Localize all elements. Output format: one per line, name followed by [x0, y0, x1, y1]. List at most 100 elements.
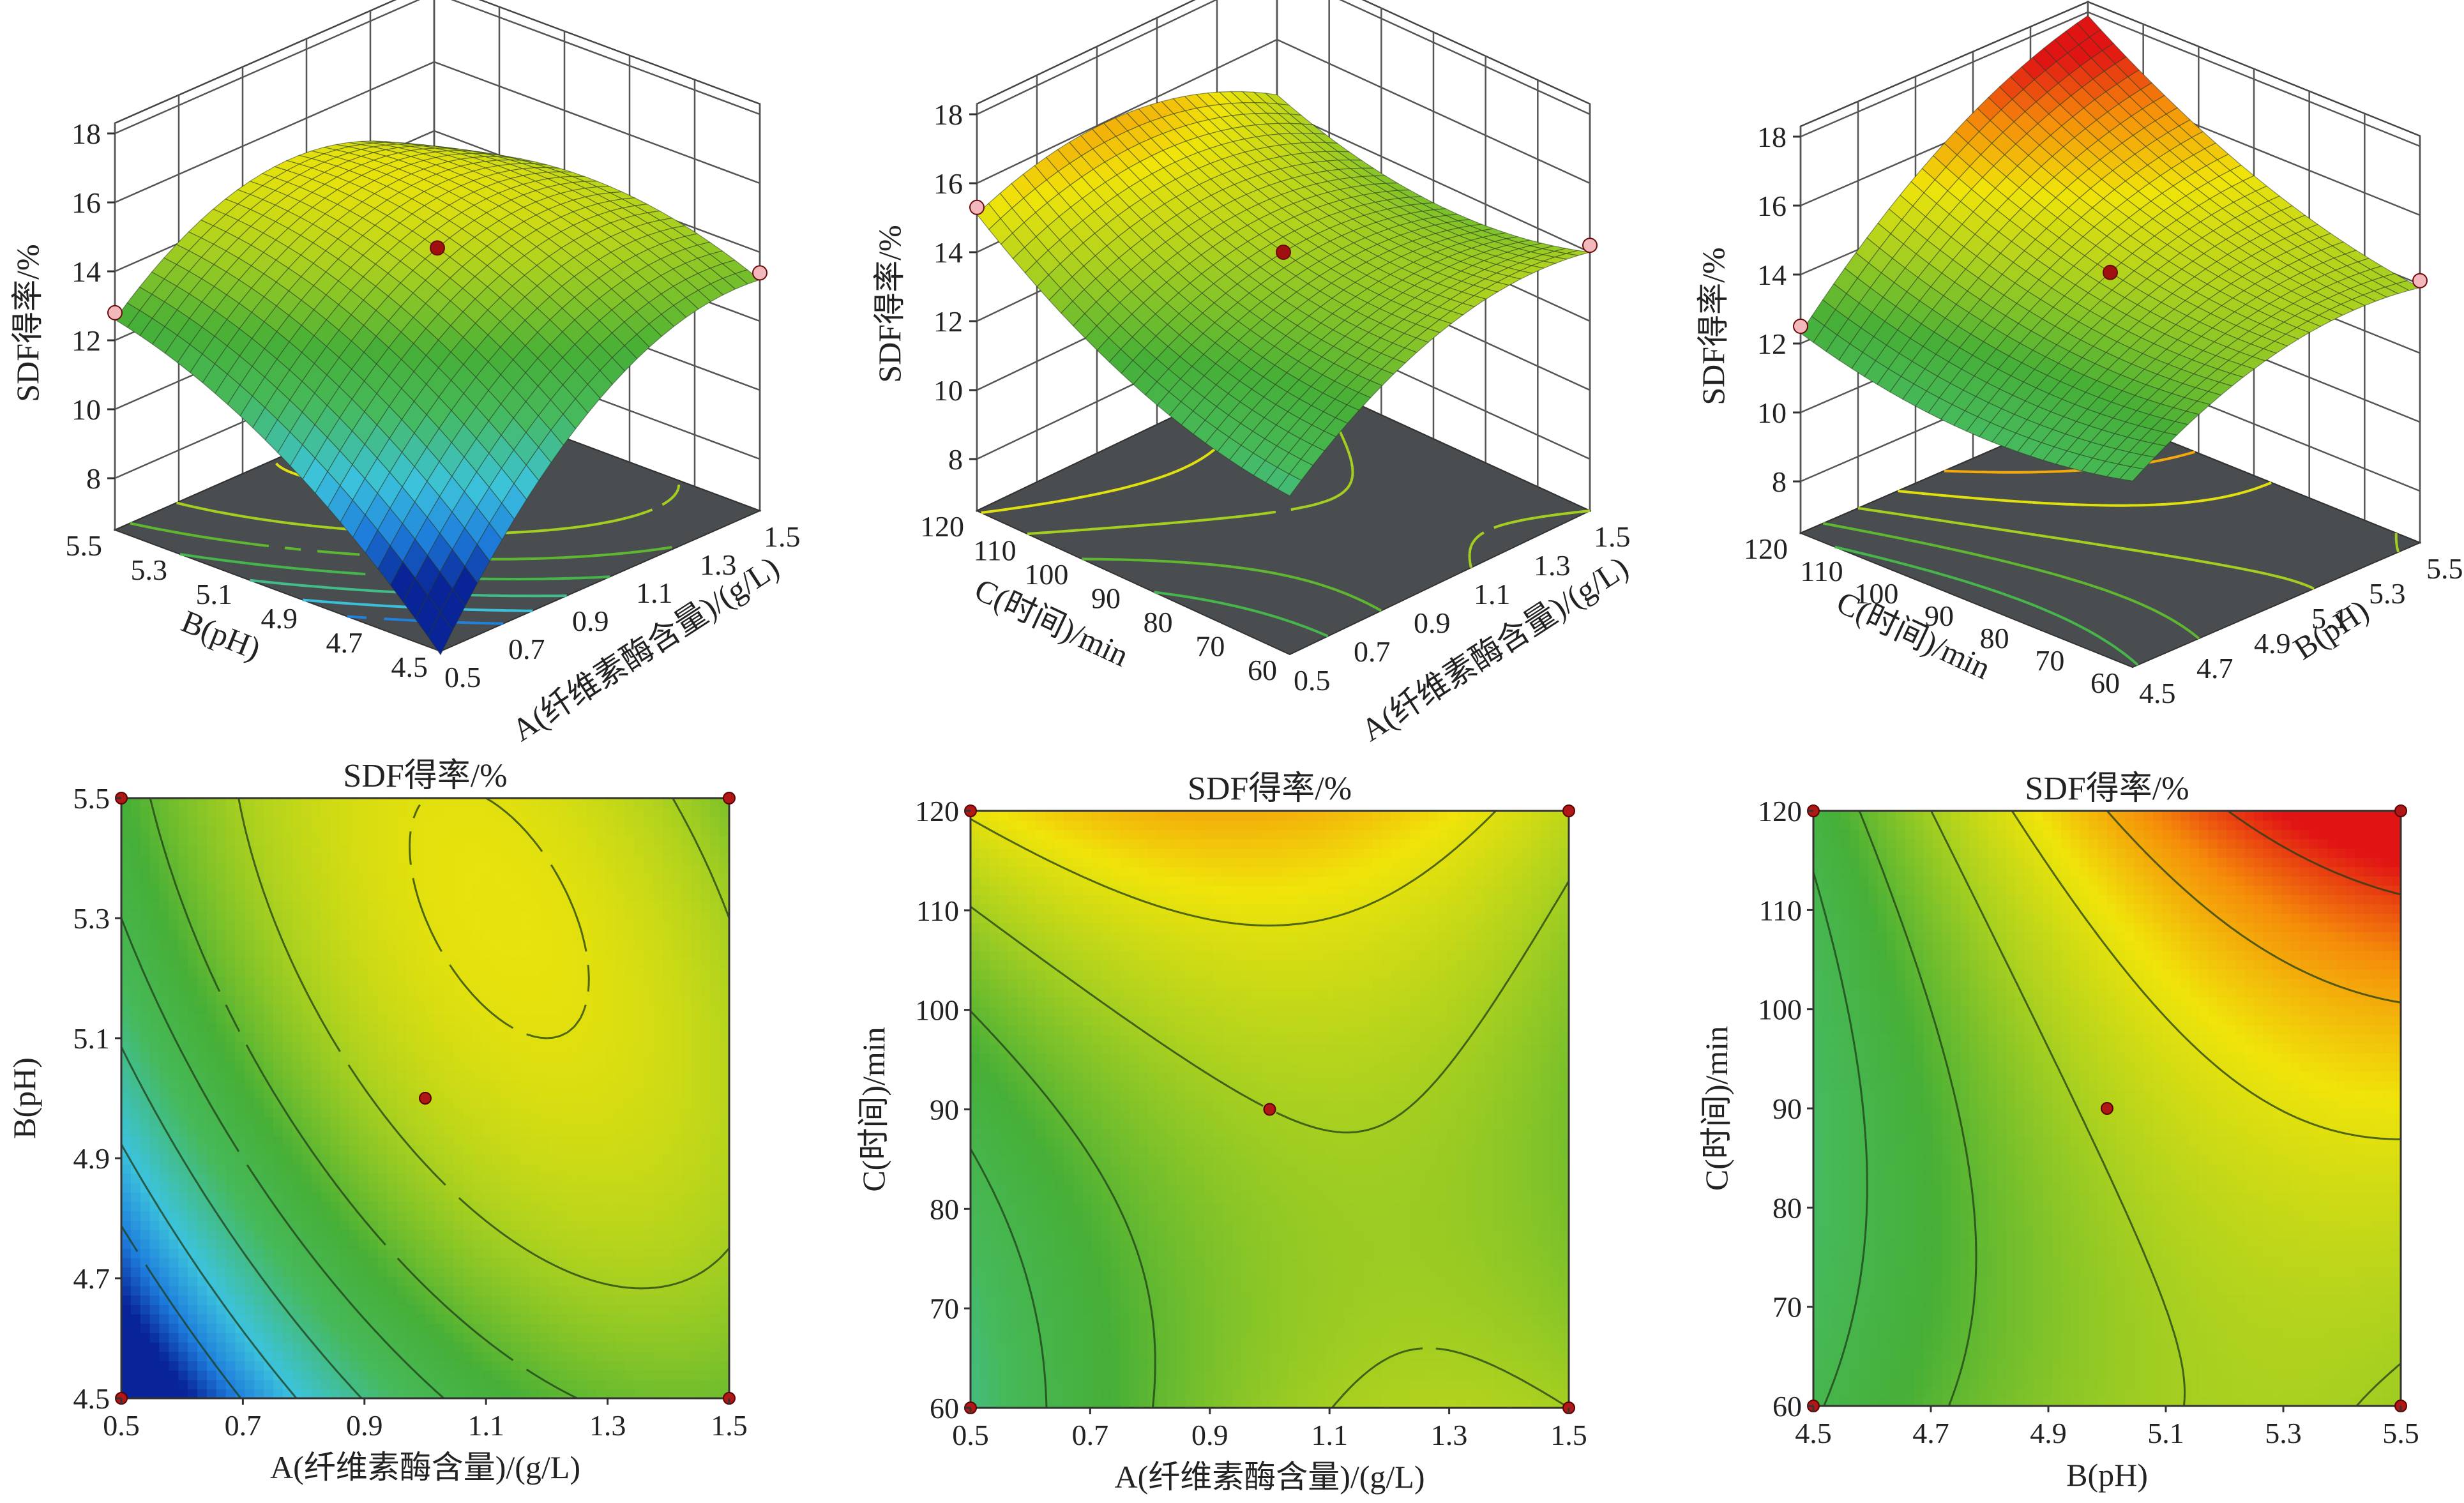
heatmap-cell: [216, 1004, 227, 1015]
heatmap-cell: [492, 1333, 502, 1343]
heatmap-cell: [254, 901, 264, 912]
heatmap-cell: [998, 1249, 1009, 1260]
heatmap-cell: [510, 1341, 521, 1352]
heatmap-cell: [301, 807, 312, 818]
heatmap-cell: [225, 1361, 236, 1371]
heatmap-cell: [292, 1154, 303, 1165]
heatmap-cell: [368, 1023, 379, 1033]
heatmap-cell: [416, 929, 426, 940]
heatmap-cell: [282, 995, 293, 1005]
heatmap-cell: [159, 1032, 170, 1043]
heatmap-cell: [197, 873, 208, 883]
heatmap-cell: [989, 1062, 999, 1073]
heatmap-cell: [653, 835, 663, 846]
heatmap-cell: [387, 1295, 398, 1305]
heatmap-cell: [492, 1304, 502, 1315]
heatmap-cell: [510, 1379, 521, 1390]
heatmap-cell: [321, 1041, 331, 1052]
heatmap-cell: [605, 1004, 616, 1015]
heatmap-cell: [245, 1032, 255, 1043]
heatmap-cell: [710, 1032, 720, 1043]
heatmap-cell: [615, 976, 626, 986]
heatmap-cell: [434, 929, 445, 940]
heatmap-cell: [1017, 1380, 1027, 1390]
heatmap-cell: [1064, 1034, 1074, 1045]
heatmap-cell: [282, 1163, 293, 1174]
heatmap-cell: [1073, 885, 1084, 896]
heatmap-cell: [472, 1257, 483, 1268]
heatmap-cell: [463, 948, 474, 958]
heatmap-cell: [472, 798, 483, 808]
heatmap-cell: [264, 1004, 274, 1015]
heatmap-cell: [330, 1061, 340, 1071]
heatmap-cell: [568, 1089, 578, 1099]
heatmap-cell: [130, 1201, 141, 1212]
heatmap-cell: [1008, 848, 1018, 858]
heatmap-cell: [1017, 988, 1027, 998]
heatmap-cell: [349, 1239, 359, 1249]
heatmap-cell: [397, 1041, 407, 1052]
heatmap-cell: [368, 976, 379, 986]
heatmap-cell: [672, 1220, 683, 1230]
heatmap-cell: [1082, 838, 1093, 849]
heatmap-cell: [1017, 895, 1027, 905]
heatmap-cell: [1017, 923, 1027, 933]
heatmap-cell: [720, 1295, 730, 1305]
heatmap-cell: [520, 957, 531, 968]
heatmap-cell: [700, 1154, 711, 1165]
heatmap-cell: [971, 1230, 981, 1241]
heatmap-cell: [596, 1163, 607, 1174]
heatmap-cell: [273, 891, 283, 902]
heatmap-cell: [206, 1333, 217, 1343]
heatmap-cell: [434, 1079, 445, 1090]
heatmap-cell: [140, 1041, 151, 1052]
heatmap-cell: [178, 1182, 188, 1193]
heatmap-cell: [1082, 1174, 1093, 1185]
heatmap-cell: [1054, 1398, 1065, 1409]
heatmap-cell: [1008, 1249, 1018, 1260]
heatmap-cell: [596, 882, 607, 893]
heatmap-cell: [245, 1267, 255, 1277]
x-tick-label: 0.7: [225, 1409, 262, 1442]
heatmap-cell: [691, 995, 702, 1005]
heatmap-cell: [425, 1341, 435, 1352]
heatmap-cell: [140, 863, 151, 874]
heatmap-cell: [149, 835, 160, 846]
heatmap-cell: [720, 1229, 730, 1240]
heatmap-cell: [1073, 811, 1084, 821]
heatmap-cell: [681, 1257, 692, 1268]
heatmap-cell: [264, 1107, 274, 1118]
heatmap-cell: [159, 1173, 170, 1183]
heatmap-cell: [539, 1145, 550, 1155]
heatmap-cell: [681, 1126, 692, 1137]
heatmap-cell: [539, 1107, 550, 1118]
heatmap-cell: [615, 1370, 626, 1380]
heatmap-cell: [282, 891, 293, 902]
heatmap-cell: [624, 1154, 635, 1165]
heatmap-cell: [206, 939, 217, 949]
heatmap-cell: [169, 919, 179, 930]
heatmap-cell: [416, 1379, 426, 1390]
heatmap-cell: [605, 901, 616, 912]
heatmap-cell: [558, 976, 568, 986]
heatmap-cell: [529, 1135, 540, 1146]
heatmap-cell: [330, 1098, 340, 1108]
heatmap-cell: [444, 1098, 455, 1108]
heatmap-cell: [1092, 1230, 1102, 1241]
heatmap-cell: [130, 967, 141, 977]
heatmap-cell: [577, 1389, 587, 1399]
heatmap-cell: [188, 976, 198, 986]
heatmap-cell: [406, 1304, 416, 1315]
heatmap-cell: [225, 1201, 236, 1212]
heatmap-cell: [615, 995, 626, 1005]
heatmap-cell: [330, 985, 340, 996]
heatmap-cell: [406, 1239, 416, 1249]
heatmap-cell: [273, 1389, 283, 1399]
heatmap-cell: [700, 1191, 711, 1202]
heatmap-cell: [1092, 1287, 1102, 1297]
heatmap-cell: [273, 1051, 283, 1062]
heatmap-cell: [1045, 969, 1055, 979]
heatmap-cell: [273, 1191, 283, 1202]
heatmap-cell: [558, 948, 568, 958]
heatmap-cell: [624, 1004, 635, 1015]
